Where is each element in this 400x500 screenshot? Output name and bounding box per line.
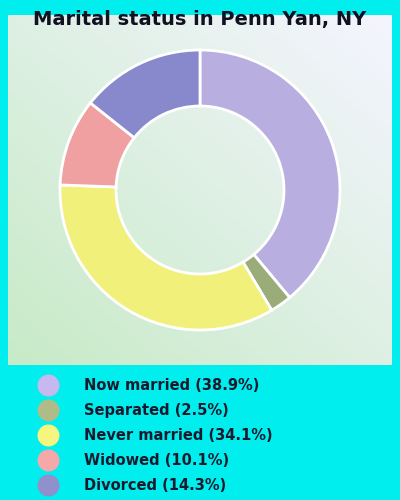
Wedge shape — [243, 254, 290, 310]
Wedge shape — [200, 50, 340, 298]
Text: Widowed (10.1%): Widowed (10.1%) — [84, 452, 229, 468]
Point — [45, 456, 51, 464]
Text: Now married (38.9%): Now married (38.9%) — [84, 378, 259, 393]
Text: Separated (2.5%): Separated (2.5%) — [84, 402, 229, 417]
Text: Divorced (14.3%): Divorced (14.3%) — [84, 478, 226, 492]
Wedge shape — [60, 185, 272, 330]
Text: Marital status in Penn Yan, NY: Marital status in Penn Yan, NY — [33, 10, 367, 29]
Text: Never married (34.1%): Never married (34.1%) — [84, 428, 273, 442]
Point — [45, 481, 51, 489]
Point — [45, 381, 51, 389]
Wedge shape — [90, 50, 200, 138]
Wedge shape — [60, 103, 134, 187]
Point — [45, 431, 51, 439]
Point — [45, 406, 51, 414]
